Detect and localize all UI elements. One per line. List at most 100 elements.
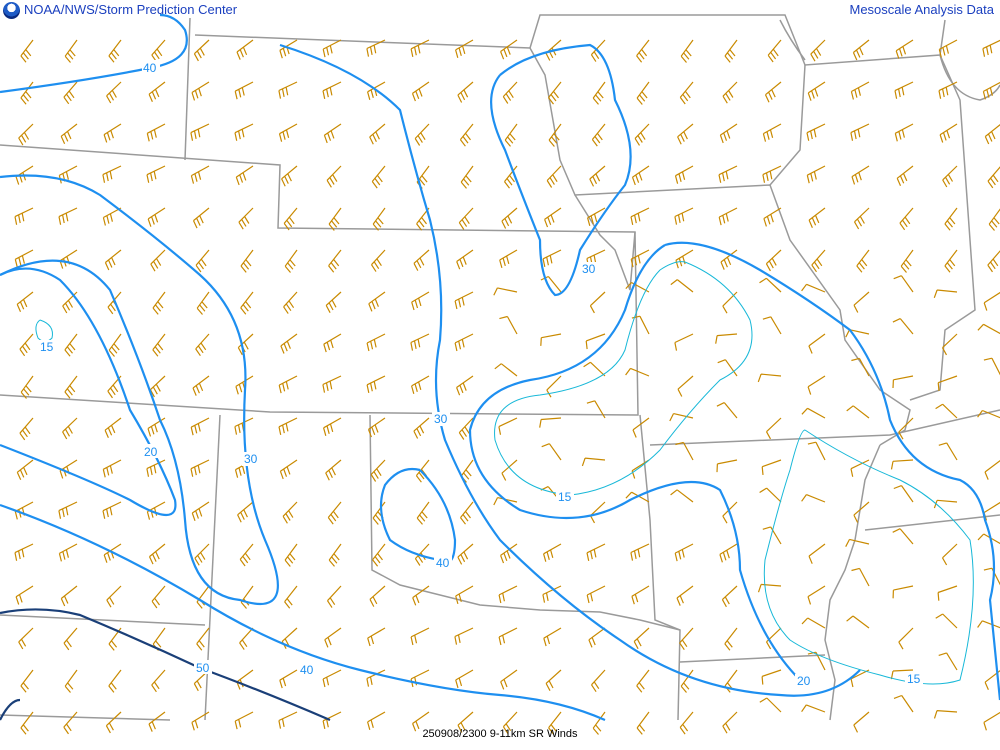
wind-barb [240, 585, 254, 609]
wind-barb [412, 711, 430, 732]
wind-barb [850, 81, 870, 100]
wind-barb [983, 291, 1000, 311]
wind-barb [548, 81, 562, 105]
wind-barb [539, 417, 562, 428]
wind-barb [669, 413, 694, 422]
wind-barb [282, 501, 298, 524]
wind-barb [631, 315, 650, 335]
wind-barb [850, 123, 870, 141]
wind-barb [240, 249, 254, 273]
wind-barb [757, 373, 782, 383]
wind-barb [722, 81, 738, 104]
wind-barb [366, 39, 386, 57]
wind-barb [237, 501, 254, 523]
wind-barb [108, 39, 122, 63]
wind-barb [896, 165, 914, 187]
wind-barb [148, 81, 166, 103]
wind-barb [148, 711, 166, 732]
wind-barb [64, 333, 78, 357]
wind-barb [64, 669, 78, 693]
contour-label: 40 [436, 556, 450, 570]
wind-barb [415, 459, 430, 483]
wind-barb [372, 543, 386, 567]
wind-barb [546, 165, 562, 188]
wind-barb [328, 543, 342, 567]
wind-barb [715, 333, 738, 344]
wind-barb [941, 543, 958, 566]
wind-barb [938, 442, 958, 461]
wind-barb [987, 166, 1000, 189]
wind-barb [460, 501, 474, 525]
wind-barb [457, 543, 474, 565]
wind-barb [977, 409, 1000, 419]
wind-barb [544, 207, 562, 228]
wind-barb [367, 711, 386, 730]
wind-barb [983, 567, 1000, 586]
wind-barb [278, 711, 298, 729]
wind-barb [192, 375, 210, 396]
wind-barb [937, 585, 958, 601]
wind-barb [108, 669, 122, 693]
wind-barb [757, 583, 782, 593]
wind-barb [808, 333, 826, 354]
wind-barb [586, 543, 606, 562]
wind-barb [853, 501, 870, 523]
wind-barb [284, 543, 298, 567]
wind-barb [898, 627, 914, 650]
wind-barb [630, 543, 650, 561]
wind-barb [675, 249, 694, 269]
wind-barb [762, 526, 782, 545]
wind-barb [410, 39, 430, 58]
wind-barb [194, 543, 210, 566]
wind-barb [674, 207, 694, 225]
wind-barb [856, 249, 870, 273]
wind-barb [677, 375, 694, 397]
wind-barb [328, 207, 342, 231]
wind-barb [19, 333, 34, 357]
wind-barb [454, 627, 474, 645]
wind-barb [808, 543, 826, 564]
wind-barb [586, 400, 606, 419]
wind-barb [146, 501, 166, 520]
wind-barb [152, 291, 166, 315]
wind-barb [767, 39, 782, 63]
wind-barb [676, 585, 694, 606]
wind-barb [892, 585, 914, 599]
wind-barb [581, 457, 606, 467]
wind-barb [674, 333, 694, 351]
contour-label: 15 [40, 340, 54, 354]
wind-barb [367, 627, 386, 647]
wind-barb [759, 487, 782, 503]
wind-barb [16, 291, 34, 313]
wind-barb [413, 417, 430, 439]
wind-barb [977, 323, 1000, 335]
wind-barb [410, 333, 430, 351]
wind-barb [456, 249, 474, 270]
wind-barb [238, 207, 254, 230]
wind-barb [589, 291, 606, 314]
wind-barb [326, 585, 342, 608]
wind-barb [368, 291, 386, 312]
wind-barb [62, 291, 78, 314]
wind-barb [281, 165, 298, 187]
wind-barb [458, 207, 474, 230]
wind-barb [414, 543, 430, 566]
wind-barb [280, 333, 298, 354]
wind-barb [977, 533, 1000, 545]
wind-barb [193, 39, 210, 62]
wind-barb [323, 123, 342, 144]
wind-barb [939, 123, 958, 143]
wind-barb [718, 165, 738, 183]
wind-barb [14, 543, 34, 561]
wind-barb [147, 417, 166, 437]
wind-barb [636, 81, 650, 105]
wind-barb [150, 249, 166, 272]
wind-barb [416, 207, 430, 231]
wind-barb [719, 543, 738, 563]
wind-barb [853, 711, 870, 733]
wind-barb [494, 363, 518, 377]
wind-barb [764, 81, 782, 103]
wind-barb [942, 165, 958, 188]
wind-barb [761, 669, 782, 685]
